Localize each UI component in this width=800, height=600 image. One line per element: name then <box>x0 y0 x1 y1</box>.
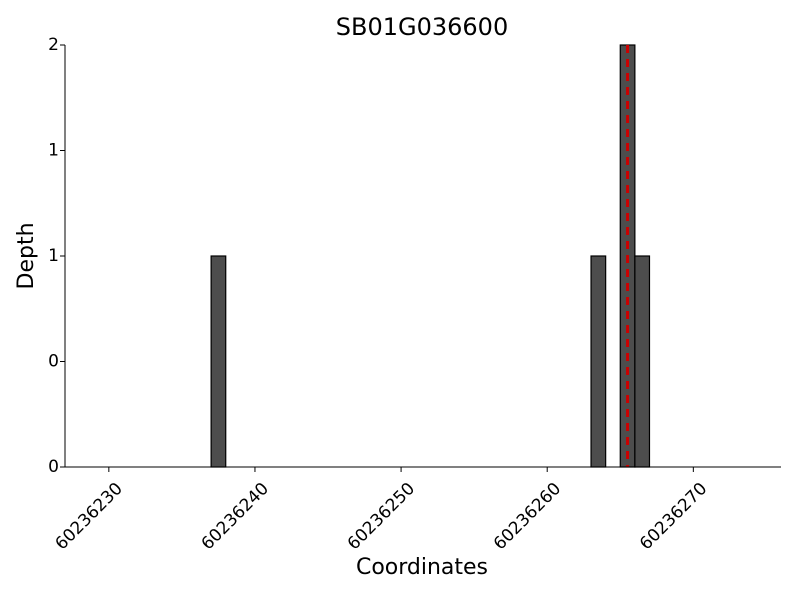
y-axis-title: Depth <box>14 222 39 289</box>
chart-title: SB01G036600 <box>336 13 508 41</box>
x-axis-title: Coordinates <box>356 555 488 580</box>
x-tick-label: 60236260 <box>490 479 565 554</box>
x-tick-label: 60236250 <box>344 479 419 554</box>
bar <box>634 255 651 468</box>
y-tick-label: 2 <box>48 35 59 55</box>
bar <box>590 255 607 468</box>
y-tick-label: 0 <box>48 352 59 372</box>
bar <box>210 255 227 468</box>
x-tick-label: 60236230 <box>52 479 127 554</box>
y-tick-label: 1 <box>48 246 59 266</box>
y-tick-label: 1 <box>48 141 59 161</box>
y-tick-label: 0 <box>48 457 59 477</box>
x-tick-label: 60236240 <box>198 479 273 554</box>
x-tick-label: 60236270 <box>636 479 711 554</box>
